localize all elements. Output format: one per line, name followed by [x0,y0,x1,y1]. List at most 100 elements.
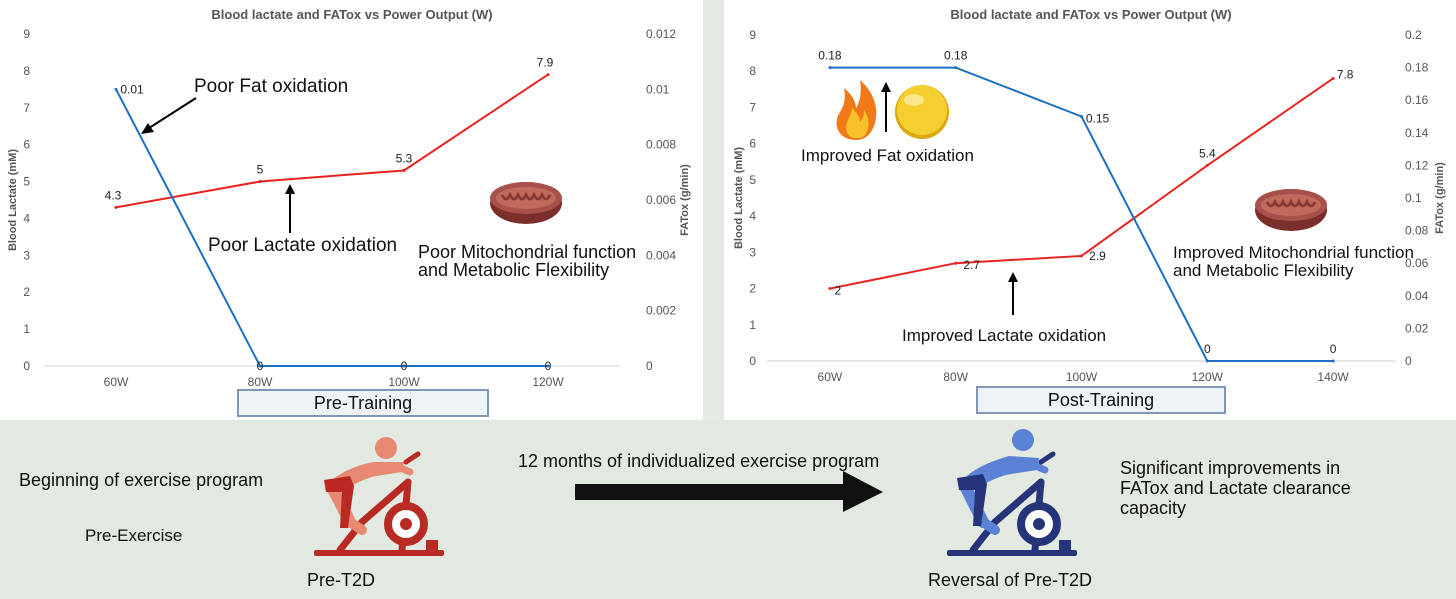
y2-tick-label: 0.08 [1405,224,1429,238]
fatox-point [546,364,550,368]
lactate-point [546,73,550,77]
y2-tick-label: 0.06 [1405,256,1429,270]
y2-tick-label: 0.01 [646,82,670,96]
annotation-poor-mito-2: and Metabolic Flexibility [418,260,610,280]
y2-tick-label: 0.12 [1405,158,1429,172]
y2-tick-label: 0 [1405,354,1412,368]
lactate-point [402,168,406,172]
phase-label-pre-training: Pre-Training [237,389,489,417]
fatox-point [828,66,832,70]
x-tick-label: 120W [532,375,564,389]
fatox-point [402,364,406,368]
lactate-point [954,261,958,265]
y2-tick-label: 0 [646,359,653,373]
y-axis-title: Blood Lactate (mM) [733,147,745,249]
beginning-label: Beginning of exercise program [19,470,264,490]
y-tick-label: 6 [749,137,756,151]
y-tick-label: 1 [23,322,30,336]
y-tick-label: 9 [23,27,30,41]
fat-up-arrow [881,82,891,132]
y2-tick-label: 0.004 [646,248,676,262]
fatox-data-label: 0.18 [818,49,842,63]
fat-droplet-icon [895,85,949,139]
y-tick-label: 6 [23,138,30,152]
x-tick-label: 100W [388,375,420,389]
lactate-data-label: 7.9 [537,56,554,70]
poor-fat-arrow [141,97,197,134]
post-training-panel: Blood lactate and FATox vs Power Output … [724,0,1456,420]
improvements-line-1: Significant improvements in [1120,458,1341,478]
lactate-data-label: 2.9 [1089,249,1106,263]
flame-icon [836,80,877,140]
annotation-improved-lactate: Improved Lactate oxidation [902,326,1107,345]
y2-tick-label: 0.04 [1405,289,1429,303]
y2-axis-title: FATox (g/min) [1434,162,1446,234]
y2-tick-label: 0.16 [1405,93,1429,107]
y-tick-label: 3 [23,248,30,262]
lactate-data-label: 5 [257,163,264,177]
fatox-point [258,364,262,368]
annotation-improved-mito-1: Improved Mitochondrial function [1173,243,1414,262]
chart-title: Blood lactate and FATox vs Power Output … [950,7,1231,22]
x-tick-label: 140W [1317,370,1349,384]
improvements-line-3: capacity [1120,498,1187,518]
y-tick-label: 8 [23,64,30,78]
y-tick-label: 7 [749,100,756,114]
y-tick-label: 4 [749,209,756,223]
annotation-poor-lactate: Poor Lactate oxidation [208,235,398,256]
improved-lactate-arrow [1008,272,1018,315]
cyclist-icon [947,429,1077,556]
fatox-point [1080,115,1083,118]
fatox-point [114,87,118,91]
annotation-improved-fat: Improved Fat oxidation [801,146,974,165]
y-tick-label: 2 [749,282,756,296]
lactate-data-label: 5.4 [1199,146,1216,160]
fatox-data-label: 0 [545,359,552,373]
y-tick-label: 3 [749,245,756,259]
fatox-data-label: 0.01 [120,82,144,96]
lactate-point [258,180,262,184]
x-tick-label: 60W [818,370,843,384]
lactate-data-label: 5.3 [396,151,413,165]
y-tick-label: 4 [23,211,30,225]
mitochondria-icon [490,182,562,224]
fatox-data-label: 0.18 [944,49,968,63]
reversal-label: Reversal of Pre-T2D [928,570,1093,590]
y2-tick-label: 0.02 [1405,321,1429,335]
fatox-data-label: 0 [401,359,408,373]
y2-tick-label: 0.1 [1405,191,1422,205]
x-tick-label: 60W [104,375,129,389]
y-tick-label: 0 [749,354,756,368]
annotation-poor-fat: Poor Fat oxidation [194,76,349,97]
y-tick-label: 5 [749,173,756,187]
y-tick-label: 0 [23,359,30,373]
y2-tick-label: 0.012 [646,27,676,41]
fatox-data-label: 0.15 [1086,112,1110,126]
y-tick-label: 5 [23,175,30,189]
post-training-chart: Blood lactate and FATox vs Power Output … [733,7,1446,384]
bottom-band [0,418,1456,599]
lactate-point [1205,163,1209,167]
y2-tick-label: 0.006 [646,193,676,207]
y2-tick-label: 0.002 [646,304,676,318]
lactate-point [114,205,118,209]
fatox-point [1331,359,1335,363]
y2-axis-title: FATox (g/min) [679,164,691,236]
y-tick-label: 9 [749,28,756,42]
fatox-data-label: 0 [1204,342,1211,356]
y2-tick-label: 0.14 [1405,126,1429,140]
annotation-poor-mito-1: Poor Mitochondrial function [418,242,637,262]
fatox-data-label: 0 [1330,342,1337,356]
lactate-data-label: 7.8 [1337,67,1354,81]
mitochondria-icon [1255,189,1327,231]
poor-lactate-arrow [285,184,295,233]
months-label: 12 months of individualized exercise pro… [518,451,880,471]
arrow-right-icon [575,471,883,512]
lactate-point [828,287,832,291]
y2-tick-label: 0.18 [1405,61,1429,75]
fatox-point [954,66,958,70]
pre-t2d-label: Pre-T2D [307,570,376,590]
lactate-data-label: 4.3 [105,188,122,202]
x-tick-label: 80W [943,370,968,384]
lactate-point [1331,76,1335,80]
